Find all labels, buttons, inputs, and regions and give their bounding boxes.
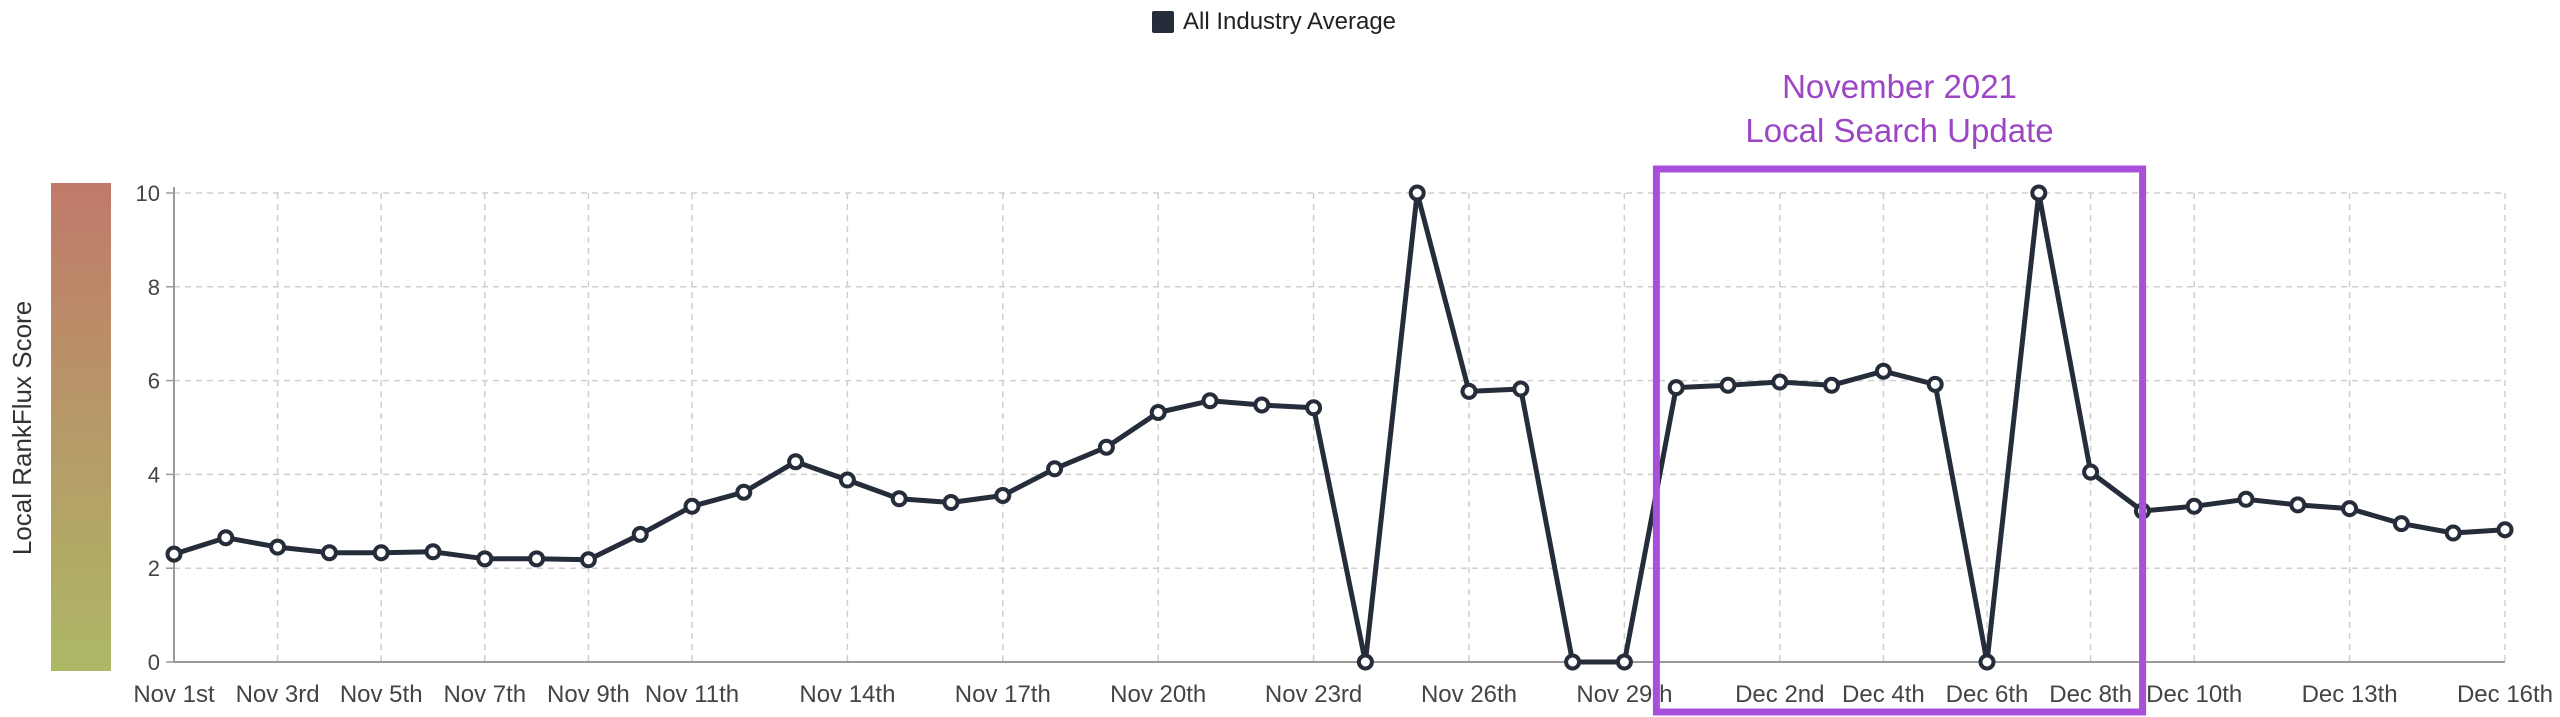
x-tick-label: Dec 13th (2302, 681, 2398, 708)
x-tick-label: Nov 11th (645, 681, 739, 708)
x-tick-label: Nov 26th (1421, 681, 1517, 708)
x-tick-label: Nov 23rd (1265, 681, 1362, 708)
data-point (1615, 653, 1633, 671)
x-tick-label: Nov 7th (443, 681, 526, 708)
data-point (1356, 653, 1374, 671)
data-point (1771, 373, 1789, 391)
data-point (2444, 524, 2462, 542)
data-point (372, 544, 390, 562)
y-tick-label: 0 (148, 650, 160, 675)
data-point (1874, 362, 1892, 380)
data-point (735, 483, 753, 501)
data-point (1460, 382, 1478, 400)
data-point (1408, 184, 1426, 202)
data-point (2392, 515, 2410, 533)
y-tick-label: 8 (148, 275, 160, 300)
data-point (1719, 376, 1737, 394)
data-point (1564, 653, 1582, 671)
x-tick-label: Dec 6th (1946, 681, 2029, 708)
data-point (631, 525, 649, 543)
x-tick-label: Nov 14th (799, 681, 895, 708)
x-tick-label: Dec 16th (2457, 681, 2553, 708)
y-tick-label: 4 (148, 462, 160, 487)
annotation-label-line1: November 2021 (1782, 68, 2017, 105)
data-point (1253, 396, 1271, 414)
data-point (528, 550, 546, 568)
data-point (2341, 500, 2359, 518)
x-tick-label: Nov 1st (133, 681, 215, 708)
data-point (1926, 375, 1944, 393)
data-point (994, 487, 1012, 505)
x-tick-label: Dec 4th (1842, 681, 1925, 708)
annotation-box (1652, 165, 2147, 716)
series-line (171, 190, 2508, 665)
x-tick-label: Dec 10th (2146, 681, 2242, 708)
data-point (424, 543, 442, 561)
data-point (942, 494, 960, 512)
data-point (1667, 379, 1685, 397)
x-tick-label: Nov 5th (340, 681, 423, 708)
data-point (269, 538, 287, 556)
data-point (1149, 403, 1167, 421)
data-point (890, 490, 908, 508)
data-point (2185, 497, 2203, 515)
data-point (217, 529, 235, 547)
y-tick-label: 6 (148, 369, 160, 394)
x-tick-label: Nov 17th (955, 681, 1051, 708)
data-point (320, 544, 338, 562)
y-tick-label: 10 (136, 181, 160, 206)
data-point (579, 551, 597, 569)
x-tick-label: Nov 20th (1110, 681, 1206, 708)
data-point (2496, 521, 2514, 539)
data-point (1305, 399, 1323, 417)
data-point (1046, 460, 1064, 478)
data-point (1823, 376, 1841, 394)
data-point (838, 471, 856, 489)
legend-swatch (1152, 11, 1174, 33)
x-tick-label: Nov 9th (547, 681, 630, 708)
data-point (787, 453, 805, 471)
data-point (2030, 184, 2048, 202)
colorbar (51, 183, 111, 671)
x-tick-label: Nov 3rd (236, 681, 320, 708)
data-point (1201, 392, 1219, 410)
data-point (476, 550, 494, 568)
data-point (683, 497, 701, 515)
x-tick-label: Dec 8th (2049, 681, 2132, 708)
y-tick-label: 2 (148, 556, 160, 581)
data-point (2289, 496, 2307, 514)
x-tick-label: Dec 2nd (1735, 681, 1824, 708)
data-point (2082, 463, 2100, 481)
data-point (1097, 438, 1115, 456)
data-point (1978, 653, 1996, 671)
y-axis-title: Local RankFlux Score (7, 301, 37, 555)
annotation-label-line2: Local Search Update (1745, 112, 2053, 149)
data-point (1512, 380, 1530, 398)
data-point (2237, 490, 2255, 508)
data-point (165, 545, 183, 563)
legend-label: All Industry Average (1183, 8, 1396, 35)
